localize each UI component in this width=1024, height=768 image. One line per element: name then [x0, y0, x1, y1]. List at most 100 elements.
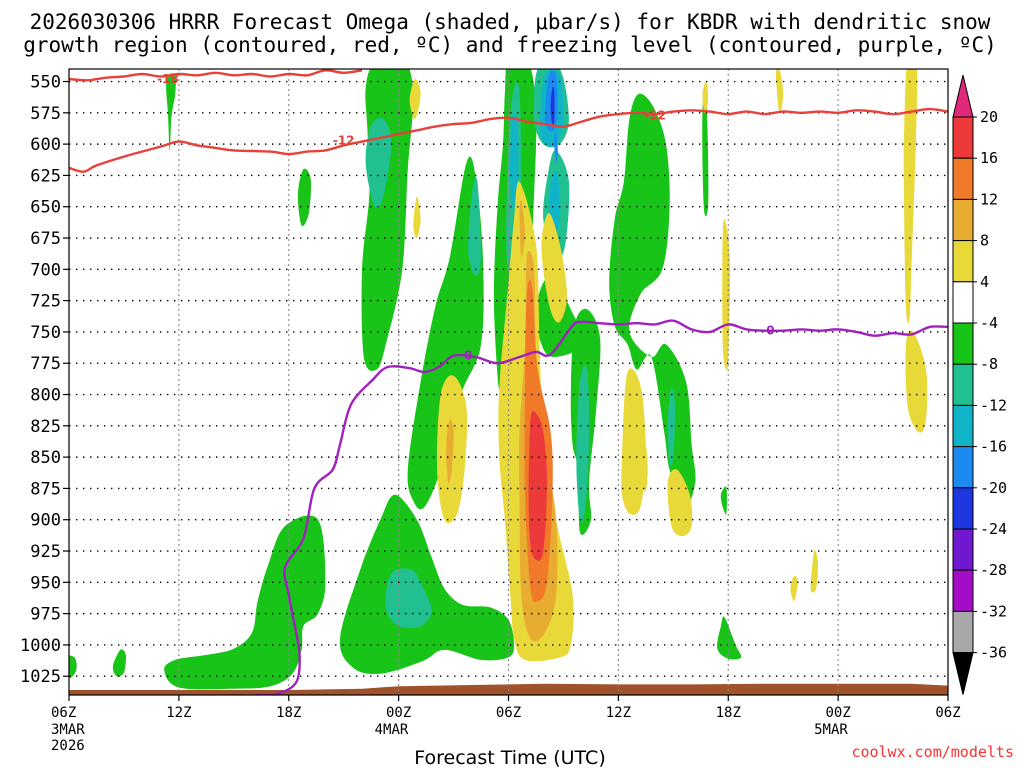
- omega-region: [407, 156, 484, 510]
- omega-region: [554, 131, 558, 163]
- y-tick-label: 825: [30, 417, 61, 437]
- colorbar-label: -8: [980, 355, 998, 373]
- freezing-level-label: 0: [464, 349, 472, 363]
- dgz-contour-label: -12: [333, 133, 355, 147]
- chart-subtitle: growth region (contoured, red, ºC) and f…: [23, 33, 997, 57]
- omega-region: [519, 199, 525, 258]
- x-axis-label: Forecast Time (UTC): [414, 747, 605, 768]
- y-tick-label: 550: [30, 73, 61, 93]
- colorbar-label: -32: [980, 602, 1007, 620]
- y-tick-label: 725: [30, 292, 61, 312]
- colorbar-swatch: [952, 404, 974, 448]
- x-tick-label: 06Z: [51, 705, 76, 721]
- omega-region: [634, 392, 648, 493]
- chart-title: 2026030306 HRRR Forecast Omega (shaded, …: [30, 10, 991, 34]
- x-tick-label: 12Z: [606, 705, 631, 721]
- colorbar-swatch: [952, 198, 974, 242]
- x-tick-label: 18Z: [276, 705, 301, 721]
- credit-link[interactable]: coolwx.com/modelts: [851, 743, 1014, 761]
- colorbar-swatch: [952, 157, 974, 200]
- colorbar-swatch: [952, 446, 974, 489]
- colorbar-swatch: [952, 363, 974, 406]
- colorbar-bottom-arrow: [952, 652, 974, 695]
- y-tick-label: 600: [30, 135, 61, 155]
- y-tick-label: 625: [30, 166, 61, 186]
- dgz-contour-line: [69, 69, 363, 82]
- x-tick-date: 2026: [51, 738, 85, 754]
- omega-region: [576, 364, 590, 524]
- omega-region: [409, 78, 421, 120]
- y-tick-label: 875: [30, 479, 61, 499]
- x-tick-label: 06Z: [496, 705, 521, 721]
- omega-region: [528, 410, 547, 561]
- omega-region: [510, 113, 519, 208]
- colorbar-swatch: [952, 528, 974, 571]
- omega-region: [339, 494, 514, 675]
- colorbar-swatch: [952, 487, 974, 530]
- colorbar-swatch: [952, 116, 974, 159]
- omega-region: [667, 388, 676, 467]
- omega-region: [164, 515, 326, 690]
- omega-region: [720, 486, 727, 515]
- omega-region: [775, 69, 784, 114]
- colorbar-label: -24: [980, 520, 1007, 538]
- x-tick-date: 3MAR: [51, 722, 85, 738]
- colorbar-label: 4: [980, 273, 989, 291]
- y-tick-label: 575: [30, 104, 61, 124]
- colorbar-label: -16: [980, 438, 1007, 456]
- x-tick-date: 4MAR: [375, 722, 409, 738]
- x-tick-label: 18Z: [716, 705, 741, 721]
- colorbar-swatch: [952, 240, 974, 283]
- colorbar-label: -20: [980, 479, 1007, 497]
- y-tick-label: 1000: [20, 636, 61, 656]
- colorbar-label: 12: [980, 190, 998, 208]
- colorbar: 20 16 12 8 4 -4 -8 -12 -16 -20 -24 -28 -32 -36: [952, 74, 1007, 695]
- omega-region: [702, 81, 709, 113]
- colorbar-label: -36: [980, 644, 1007, 662]
- colorbar-label: 16: [980, 149, 998, 167]
- omega-region: [903, 69, 918, 324]
- omega-region: [790, 575, 798, 602]
- omega-region: [905, 330, 928, 433]
- x-tick-label: 12Z: [166, 705, 191, 721]
- omega-region: [810, 550, 819, 593]
- omega-region: [297, 168, 312, 227]
- y-tick-label: 775: [30, 354, 61, 374]
- y-tick-label: 850: [30, 448, 61, 468]
- dgz-contour-line: [69, 107, 948, 173]
- y-tick-label: 1025: [20, 667, 61, 687]
- dgz-contour-label: -18: [157, 72, 179, 86]
- omega-region: [717, 616, 742, 660]
- omega-region: [166, 73, 176, 151]
- y-tick-label: 650: [30, 198, 61, 218]
- colorbar-label: -28: [980, 561, 1007, 579]
- x-tick-date: 5MAR: [814, 722, 848, 738]
- colorbar-label: 8: [980, 232, 989, 250]
- freezing-level-line: [255, 319, 948, 695]
- contour-labels: -18 -12 -12 0 0: [157, 72, 775, 363]
- colorbar-swatch: [952, 569, 974, 612]
- colorbar-top-arrow: [952, 74, 974, 118]
- freezing-level-label: 0: [766, 324, 774, 338]
- omega-region: [413, 196, 421, 239]
- omega-region: [446, 419, 454, 484]
- omega-region: [621, 368, 646, 515]
- colorbar-label: 20: [980, 108, 998, 126]
- x-tick-label: 00Z: [386, 705, 411, 721]
- omega-region: [702, 95, 709, 217]
- x-tick-label: 00Z: [825, 705, 850, 721]
- omega-region: [722, 218, 731, 371]
- colorbar-swatch: [952, 281, 974, 324]
- y-axis: 550 575 600 625 650 675 700 725 750 775 800 825 850 8…: [20, 73, 69, 687]
- y-tick-label: 925: [30, 542, 61, 562]
- y-tick-label: 900: [30, 511, 61, 531]
- omega-region: [541, 213, 568, 323]
- colorbar-swatch: [952, 322, 974, 365]
- y-tick-label: 975: [30, 605, 61, 625]
- omega-region: [550, 86, 555, 127]
- y-tick-label: 950: [30, 573, 61, 593]
- y-tick-label: 675: [30, 229, 61, 249]
- y-tick-label: 750: [30, 323, 61, 343]
- y-tick-label: 700: [30, 260, 61, 280]
